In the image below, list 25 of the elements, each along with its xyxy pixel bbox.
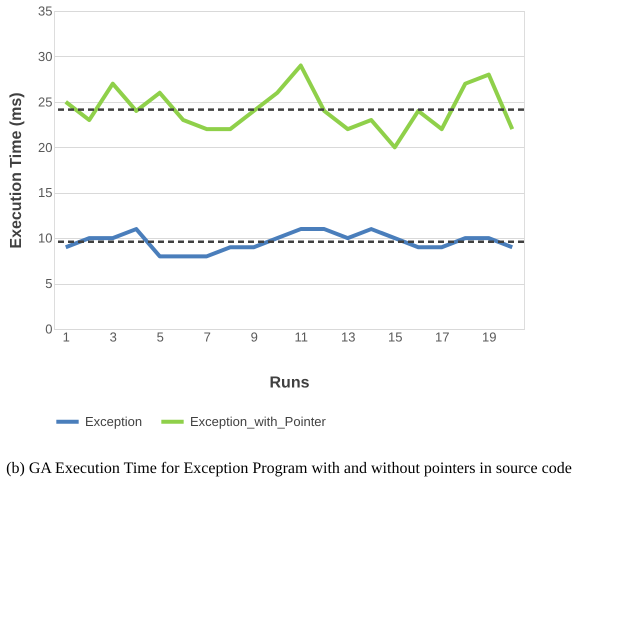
text: (b) GA Execution Time for Exception Program with and without pointers in source code <box>6 460 572 477</box>
x-tick-label: 7 <box>204 330 211 344</box>
legend-label: Exception_with_Pointer <box>190 414 327 429</box>
y-tick-label: 15 <box>38 185 52 200</box>
line-series <box>64 227 514 258</box>
legend-label: Exception <box>85 414 142 429</box>
y-axis-title: Execution Time (ms) <box>8 92 26 249</box>
y-tick-label: 25 <box>38 94 52 110</box>
y-tick-label: 0 <box>45 322 52 336</box>
y-tick-label: 5 <box>45 276 52 292</box>
x-tick-label: 9 <box>250 330 258 344</box>
x-tick-label: 17 <box>435 330 450 344</box>
y-tick-label: 10 <box>38 230 52 246</box>
x-tick-label: 11 <box>294 330 308 344</box>
x-tick-label: 5 <box>156 330 164 344</box>
x-tick-label: 1 <box>62 330 70 344</box>
y-tick-label: 20 <box>38 140 52 155</box>
y-tick-label: 30 <box>38 48 52 64</box>
x-tick-label: 15 <box>388 330 402 344</box>
x-tick-label: 19 <box>482 330 496 344</box>
line-series <box>64 64 514 150</box>
x-tick-label: 3 <box>110 330 117 344</box>
y-tick-label: 35 <box>38 4 52 18</box>
x-axis-title: Runs <box>270 374 310 392</box>
x-tick-label: 13 <box>341 330 356 344</box>
